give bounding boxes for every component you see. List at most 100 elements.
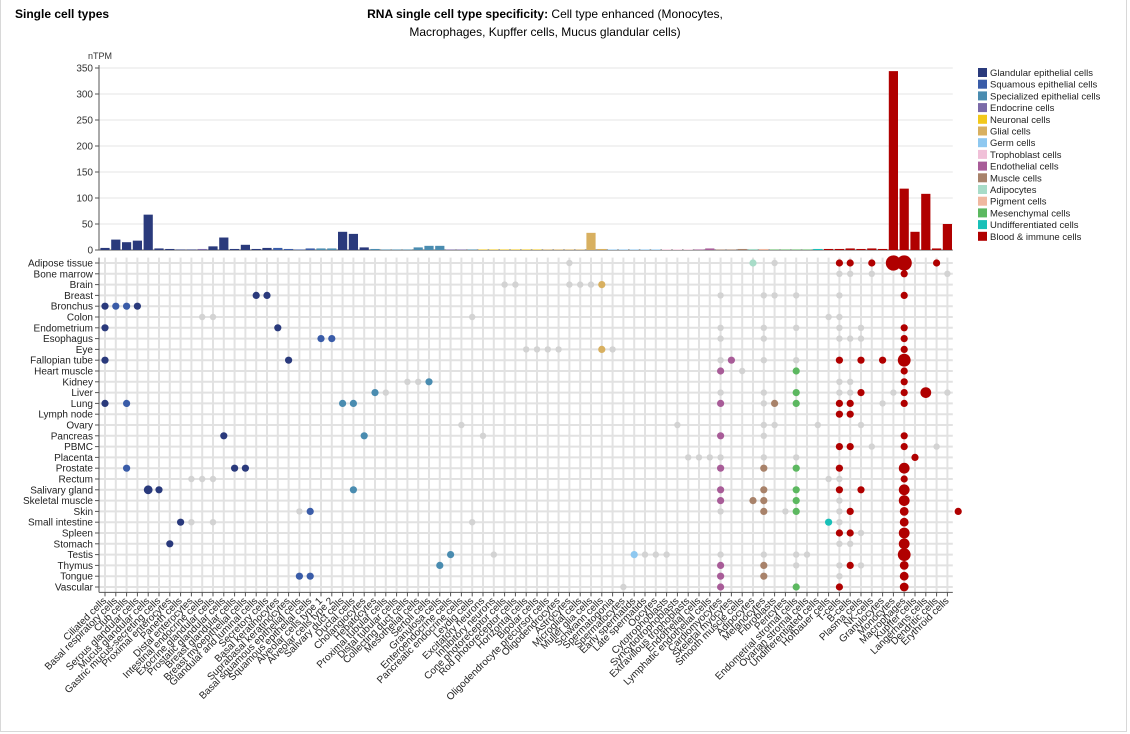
bar	[348, 233, 358, 250]
y-tick-label: 150	[76, 168, 93, 179]
expression-dot	[760, 551, 767, 558]
tissue-label: Esophagus	[43, 334, 93, 345]
expression-dot	[760, 292, 767, 299]
expression-dot	[469, 313, 476, 321]
expression-dot	[577, 281, 584, 288]
bar	[262, 247, 272, 250]
expression-dot	[306, 507, 314, 515]
expression-dot	[825, 518, 833, 526]
bar	[186, 249, 196, 250]
bar	[564, 249, 574, 250]
expression-dot	[836, 270, 843, 277]
expression-dot	[898, 462, 910, 474]
expression-dot	[868, 270, 875, 277]
expression-dot	[566, 281, 573, 288]
bar	[284, 248, 294, 250]
expression-dot	[760, 357, 767, 364]
bar	[510, 249, 520, 250]
expression-dot	[835, 529, 844, 537]
expression-dot	[220, 432, 228, 440]
legend-label: Endocrine cells	[990, 103, 1055, 114]
expression-dot	[900, 345, 908, 353]
expression-dot	[898, 495, 910, 506]
expression-dot	[899, 571, 909, 581]
legend-label: Trophoblast cells	[990, 150, 1062, 161]
expression-dot	[857, 389, 865, 397]
bar	[240, 244, 250, 250]
legend-swatch	[978, 79, 987, 89]
expression-dot	[868, 259, 876, 267]
expression-dot	[836, 562, 843, 569]
tissue-label: Liver	[71, 388, 93, 399]
y-tick-label: 300	[76, 90, 93, 101]
tissue-label: Salivary gland	[30, 485, 93, 496]
bar	[402, 249, 412, 250]
expression-dot	[717, 335, 724, 342]
expression-dot	[717, 292, 724, 299]
expression-dot	[717, 583, 725, 591]
expression-dot	[371, 389, 379, 397]
expression-dot	[793, 562, 800, 569]
expression-dot	[760, 400, 767, 407]
bar	[856, 248, 866, 250]
bar	[888, 71, 898, 251]
expression-dot	[760, 507, 768, 515]
bar	[694, 249, 704, 250]
expression-dot	[836, 573, 843, 580]
expression-dot	[382, 389, 389, 396]
expression-dot	[706, 454, 713, 461]
expression-dot	[857, 421, 865, 429]
expression-dot	[792, 389, 800, 397]
tissue-label: Bone marrow	[34, 269, 94, 280]
expression-dot	[782, 508, 789, 515]
expression-dot	[209, 313, 217, 321]
tissue-label: Endometrium	[34, 323, 93, 334]
expression-dot	[749, 259, 757, 267]
bar	[132, 240, 142, 250]
legend-label: Adipocytes	[990, 185, 1037, 196]
expression-dot	[241, 464, 249, 472]
tissue-label: Spleen	[62, 529, 93, 540]
expression-dot	[847, 378, 854, 385]
expression-dot	[793, 551, 800, 558]
expression-dot	[425, 378, 433, 386]
expression-dot	[328, 335, 336, 343]
expression-dot	[900, 378, 908, 386]
legend-swatch	[978, 173, 987, 183]
expression-dot	[836, 324, 843, 331]
expression-dot	[835, 399, 844, 407]
expression-dot	[857, 335, 865, 342]
y-axis-label: nTPM	[88, 51, 112, 61]
bar	[478, 249, 488, 250]
bar	[586, 232, 596, 250]
tissue-label: Lung	[71, 399, 93, 410]
expression-dot	[469, 519, 476, 526]
expression-dot	[825, 475, 832, 483]
expression-dot	[899, 517, 909, 527]
bar	[154, 248, 164, 250]
expression-dot	[166, 540, 174, 548]
bar	[672, 249, 682, 250]
expression-dot	[771, 292, 778, 299]
expression-dot	[835, 410, 844, 418]
legend-swatch	[978, 138, 987, 148]
expression-dot	[885, 255, 902, 271]
expression-dot	[155, 486, 163, 494]
bar	[629, 249, 639, 250]
expression-dot	[339, 399, 347, 407]
expression-dot	[857, 324, 865, 331]
expression-dot	[360, 432, 368, 440]
expression-dot	[771, 399, 779, 407]
expression-dot	[899, 582, 909, 592]
bar	[219, 237, 229, 250]
bar	[640, 249, 650, 250]
expression-dot	[749, 497, 757, 505]
expression-dot	[199, 475, 206, 483]
expression-dot	[123, 302, 131, 310]
bar	[273, 247, 283, 250]
expression-dot	[760, 572, 768, 580]
legend-swatch	[978, 126, 987, 136]
expression-dot	[792, 486, 800, 494]
expression-dot	[717, 432, 725, 440]
